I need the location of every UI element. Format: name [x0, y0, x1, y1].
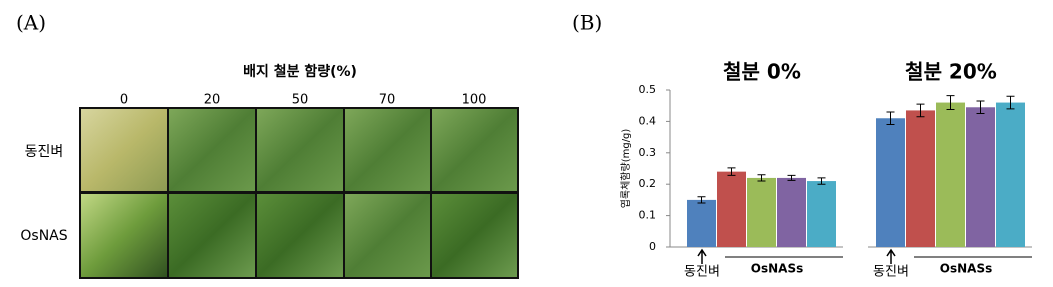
control-label: 동진벼 [684, 265, 720, 280]
arrow [886, 248, 896, 264]
photo [430, 192, 519, 279]
error-bar [787, 174, 796, 181]
error-bar [946, 95, 955, 110]
error-bar [916, 103, 925, 118]
column-label: 20 [204, 93, 221, 108]
panel-label: (A) [16, 11, 46, 35]
column-label: 50 [292, 93, 309, 108]
photo [167, 107, 257, 193]
photo [79, 107, 169, 193]
y-tick-label: 0.2 [639, 177, 657, 190]
column-label: 0 [120, 93, 128, 108]
column-label: 70 [379, 93, 396, 108]
y-tick-label: 0 [649, 240, 656, 253]
bar [936, 102, 965, 247]
row-label: 동진벼 [25, 144, 64, 160]
error-bar [697, 196, 706, 204]
photo [79, 192, 169, 279]
error-bar [727, 167, 736, 176]
photo-grid [79, 107, 519, 279]
bar [966, 107, 995, 248]
bar [777, 177, 806, 247]
transgenic-label: OsNASs [940, 262, 992, 276]
bar [996, 102, 1025, 247]
bar [876, 118, 905, 247]
y-tick-label: 0.4 [639, 114, 657, 127]
bar [906, 110, 935, 247]
photo [255, 192, 345, 279]
grid-title: 배지 철분 함량(%) [243, 63, 357, 80]
transgenic-label: OsNASs [751, 262, 803, 276]
y-tick-label: 0.3 [639, 146, 657, 159]
group-title: 철분 0% [723, 60, 801, 84]
photo [430, 107, 519, 193]
group-title: 철분 20% [905, 60, 997, 84]
error-bar [1006, 95, 1015, 110]
column-label: 100 [462, 93, 487, 108]
photo [167, 192, 257, 279]
error-bar [817, 177, 826, 185]
control-label: 동진벼 [873, 265, 909, 280]
bar [807, 181, 836, 247]
photo [343, 107, 432, 193]
bar [717, 171, 746, 247]
error-bar [886, 111, 895, 126]
row-label: OsNAS [20, 228, 67, 244]
panel-label: (B) [572, 11, 602, 35]
y-tick-label: 0.5 [639, 83, 657, 96]
photo [255, 107, 345, 193]
bar [747, 177, 776, 247]
arrow [697, 248, 707, 264]
y-tick-label: 0.1 [639, 209, 657, 222]
error-bar [757, 174, 766, 182]
photo [343, 192, 432, 279]
error-bar [976, 100, 985, 115]
y-axis-label: 엽록체함량(mg/g) [620, 129, 632, 209]
bar [687, 199, 716, 247]
